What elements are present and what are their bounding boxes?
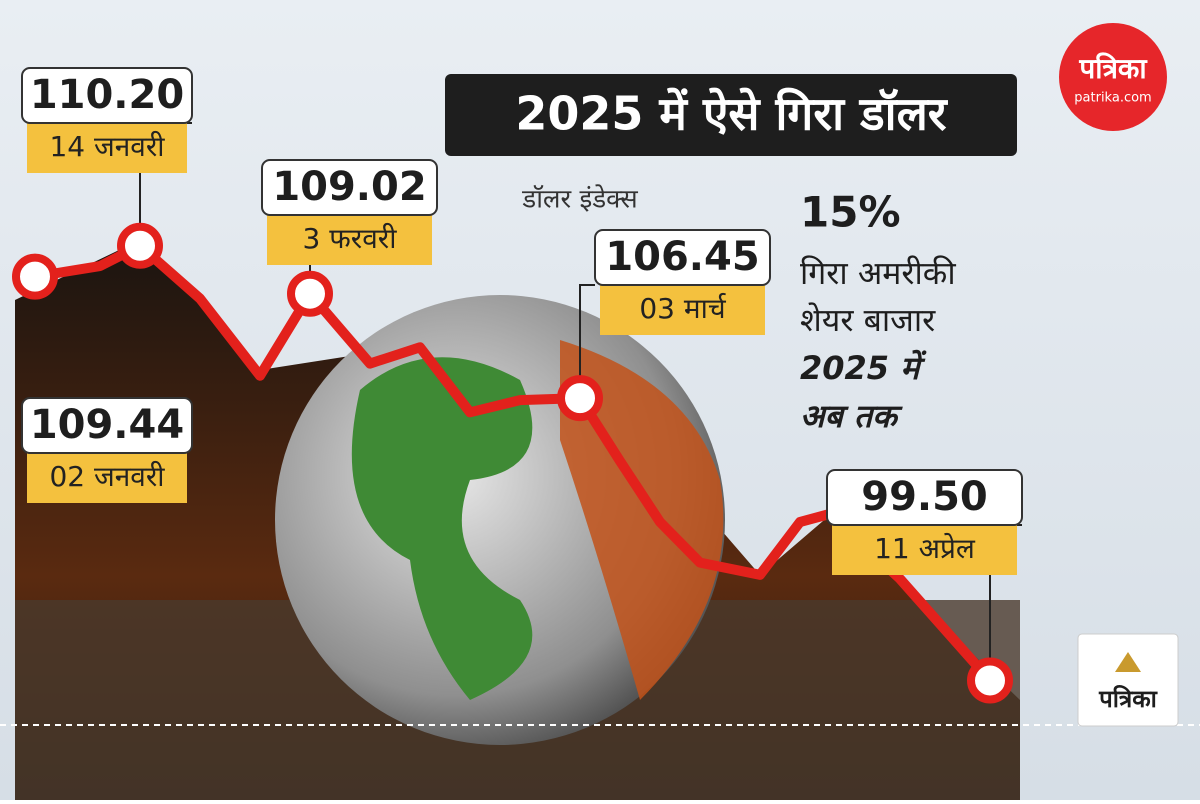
value-box [21, 397, 193, 454]
date-box [27, 451, 187, 503]
date-label: 14 जनवरी [49, 130, 165, 163]
annotation: अब तक [800, 397, 903, 435]
globe-land [351, 357, 533, 700]
logo-url: patrika.com [1074, 91, 1151, 106]
date-label: 03 मार्च [639, 292, 727, 325]
value-label: 106.45 [605, 234, 759, 280]
value-label: 110.20 [30, 72, 184, 118]
date-label: 3 फरवरी [302, 222, 397, 255]
value-box [594, 229, 771, 286]
date-label: 02 जनवरी [49, 460, 165, 493]
value-box [261, 159, 438, 216]
value-box [826, 469, 1023, 526]
value-label: 109.02 [272, 164, 426, 210]
date-label: 11 अप्रेल [874, 532, 976, 565]
footer-logo-icon [1115, 652, 1141, 672]
value-label: 109.44 [30, 402, 184, 448]
logo-badge [1059, 23, 1167, 131]
date-box [267, 213, 432, 265]
value-label: 99.50 [861, 474, 988, 520]
value-box [21, 67, 193, 124]
date-box [600, 283, 765, 335]
footer-logo: पत्रिका [1098, 685, 1158, 713]
date-box [832, 523, 1017, 575]
footer-logo-box [1077, 633, 1179, 727]
subtitle: डॉलर इंडेक्स [521, 184, 638, 215]
data-point [967, 657, 1013, 704]
data-point [557, 375, 603, 422]
annotation: शेयर बाजार [800, 301, 936, 339]
title: 2025 में ऐसे गिरा डॉलर [515, 87, 948, 141]
annotation: गिरा अमरीकी [800, 254, 956, 292]
annotation: 2025 में [800, 349, 927, 387]
logo: पत्रिका [1078, 52, 1148, 85]
data-point [287, 270, 333, 317]
data-point [117, 222, 163, 269]
date-box [27, 121, 187, 173]
leader-line [579, 284, 595, 399]
data-point [12, 253, 58, 300]
title-box [445, 74, 1017, 156]
data-line [34, 240, 994, 684]
annotation: 15% [800, 188, 901, 237]
